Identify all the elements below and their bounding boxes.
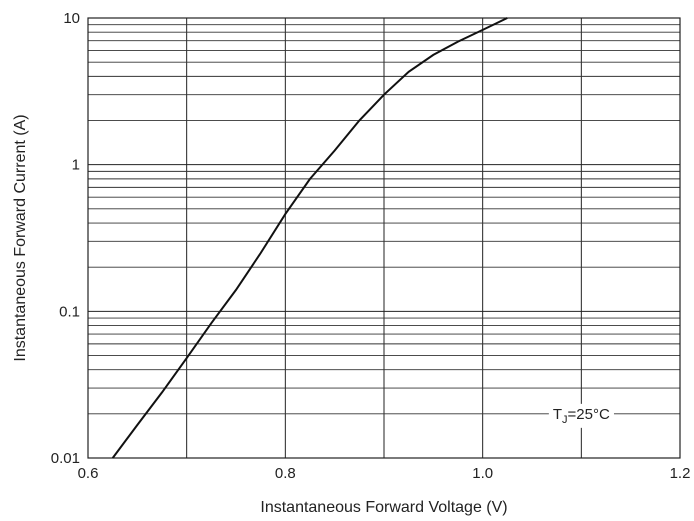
y-tick-label: 0.01 <box>51 450 80 467</box>
grid <box>88 18 680 458</box>
x-axis-label: Instantaneous Forward Voltage (V) <box>260 499 507 516</box>
y-axis-label: Instantaneous Forward Current (A) <box>12 114 29 361</box>
annotation-text: TJ=25°C <box>553 406 610 426</box>
y-tick-label: 10 <box>63 10 80 27</box>
x-tick-label: 0.8 <box>275 465 296 482</box>
junction-temperature-annotation: TJ=25°C <box>548 403 614 428</box>
x-tick-label: 1.0 <box>472 465 493 482</box>
forward-current-curve <box>111 17 508 459</box>
y-tick-label: 0.1 <box>59 303 80 320</box>
y-tick-label: 1 <box>72 157 80 174</box>
y-axis-ticks: 0.01 0.1 1 10 <box>51 10 80 467</box>
plot-frame <box>87 17 681 459</box>
x-tick-label: 1.2 <box>670 465 691 482</box>
x-axis-ticks: 0.6 0.8 1.0 1.2 <box>78 465 691 482</box>
annotation-background <box>548 403 614 428</box>
x-tick-label: 0.6 <box>78 465 99 482</box>
